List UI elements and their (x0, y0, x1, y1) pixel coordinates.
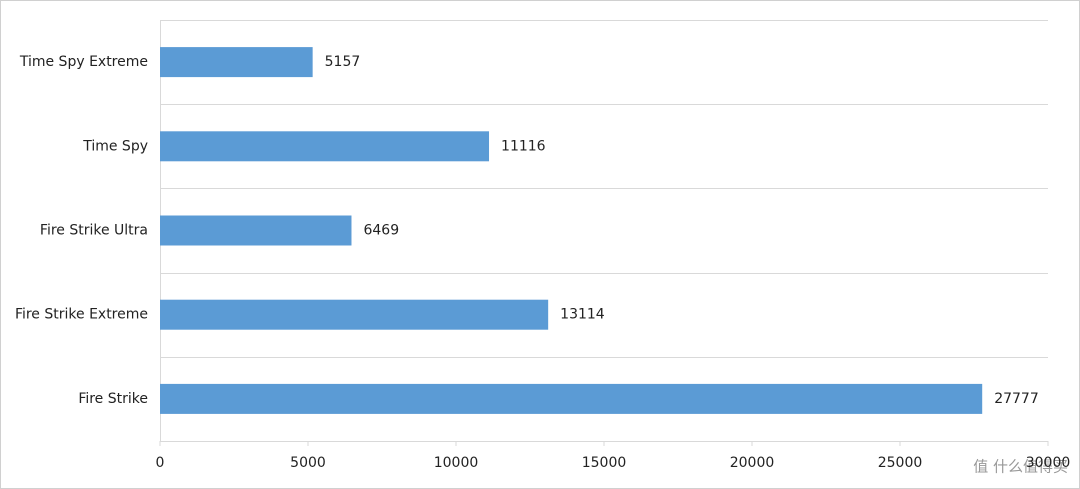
y-tick-label: Time Spy Extreme (19, 54, 148, 70)
y-tick-label: Fire Strike Ultra (40, 223, 148, 239)
y-tick-label: Fire Strike (78, 391, 148, 407)
bar (160, 299, 549, 330)
x-tick-label: 10000 (434, 455, 479, 471)
value-label: 5157 (325, 54, 361, 70)
bar (160, 383, 983, 414)
x-tick-label: 5000 (290, 455, 326, 471)
x-tick-label: 30000 (1026, 455, 1071, 471)
bar (160, 131, 490, 162)
value-label: 13114 (560, 307, 605, 323)
watermark: 值 什么值得买 (973, 458, 1068, 476)
x-tick-label: 0 (156, 455, 165, 471)
y-tick-label: Fire Strike Extreme (15, 307, 148, 323)
x-tick-label: 25000 (878, 455, 923, 471)
value-label: 27777 (994, 391, 1039, 407)
x-tick-label: 20000 (730, 455, 775, 471)
y-tick-label: Time Spy (82, 138, 148, 154)
bar (160, 215, 352, 246)
bar (160, 47, 313, 78)
x-tick-label: 15000 (582, 455, 627, 471)
value-label: 6469 (363, 223, 399, 239)
value-label: 11116 (501, 138, 546, 154)
